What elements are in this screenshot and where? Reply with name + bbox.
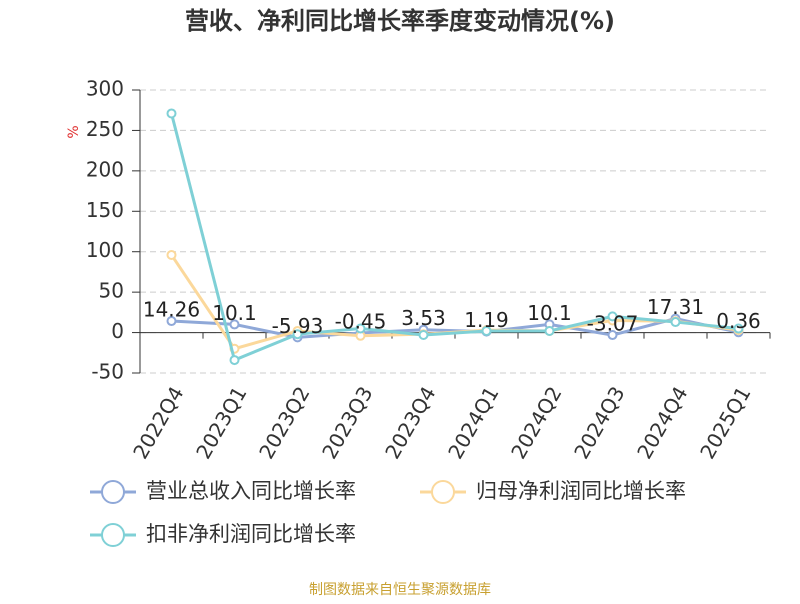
series-line [170,113,739,363]
legend-label: 营业总收入同比增长率 [146,479,356,503]
data-point [607,330,618,341]
x-tick-label: 2024Q3 [569,382,629,463]
data-point [292,329,303,340]
x-tick-label: 2023Q2 [254,382,314,463]
data-label: 14.26 [143,298,200,322]
data-label: 10.1 [212,301,257,325]
data-point [166,108,177,119]
data-point [481,325,492,336]
data-label: 17.31 [647,295,704,319]
legend-marker [101,523,125,547]
data-label: -0.45 [335,309,387,333]
data-point [544,325,555,336]
x-tick-label: 2025Q1 [695,382,755,463]
x-tick-label: 2023Q3 [317,382,377,463]
source-note: 制图数据来自恒生聚源数据库 [309,582,491,598]
data-label: -3.07 [587,312,639,336]
x-tick-label: 2022Q4 [128,382,188,463]
y-tick-label: 300 [86,77,124,101]
data-point [607,311,618,322]
legend-marker [101,480,125,504]
y-tick-label: 200 [86,157,124,181]
x-tick-label: 2023Q4 [380,382,440,463]
data-point [229,355,240,366]
data-point [670,317,681,328]
data-label: 1.19 [464,308,509,332]
data-point [166,316,177,327]
data-point [355,323,366,334]
legend-label: 归母净利润同比增长率 [476,479,686,503]
series-line [171,317,739,339]
y-axis-label: % [66,125,82,138]
x-tick-label: 2023Q1 [191,382,251,463]
data-label: 0.36 [716,309,761,333]
x-tick-label: 2024Q1 [443,382,503,463]
y-tick-label: -50 [91,360,124,384]
data-point [229,319,240,330]
data-label: 10.1 [527,301,572,325]
data-point [733,323,744,334]
y-tick-label: 150 [86,198,124,222]
x-tick-label: 2024Q4 [632,382,692,463]
data-point [166,249,177,260]
y-tick-label: 50 [99,279,124,303]
y-tick-label: 0 [111,319,124,343]
data-label: 3.53 [401,306,446,330]
y-tick-label: 100 [86,238,124,262]
legend-marker [431,480,455,504]
legend-label: 扣非净利润同比增长率 [146,522,356,546]
data-point [418,329,429,340]
x-tick-label: 2024Q2 [506,382,566,463]
data-label: -5.93 [272,314,324,338]
chart-title: 营收、净利同比增长率季度变动情况(%) [185,7,615,35]
y-tick-label: 250 [86,117,124,141]
